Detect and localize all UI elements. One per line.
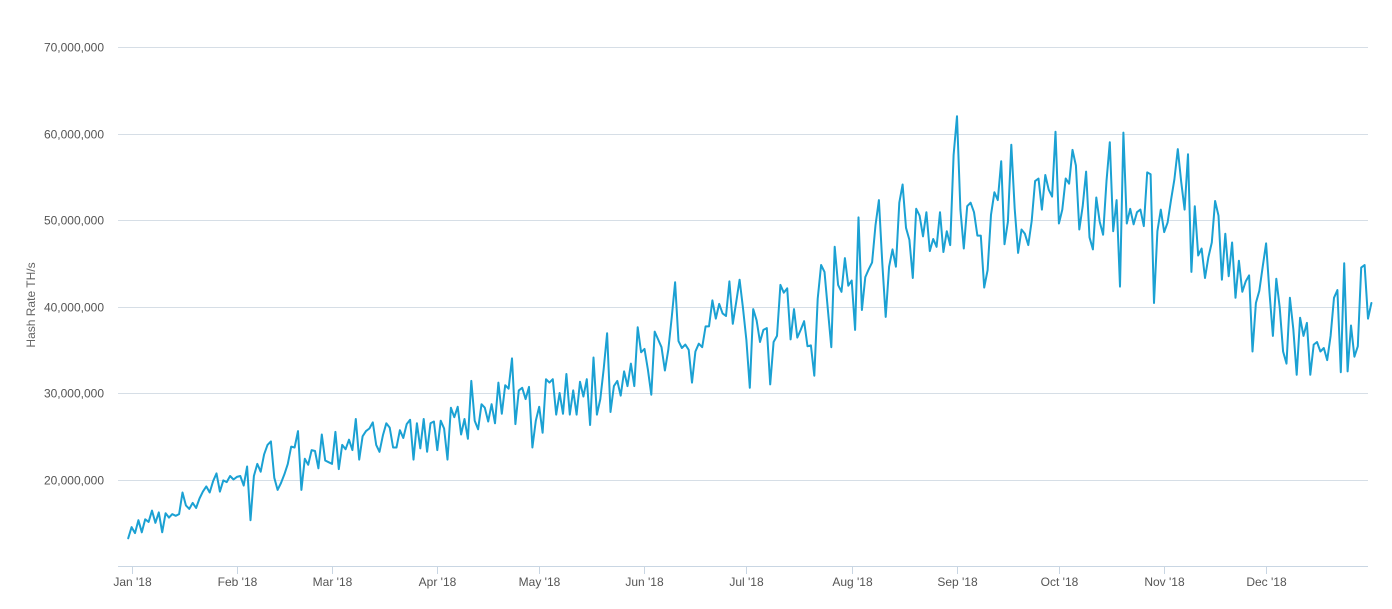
y-tick-label: 40,000,000	[44, 301, 104, 315]
x-tick-label: Jan '18	[113, 575, 152, 589]
grid-layer	[118, 47, 1368, 481]
y-tick-label: 30,000,000	[44, 387, 104, 401]
x-tick-label: Feb '18	[218, 575, 258, 589]
x-tick-label: Dec '18	[1246, 575, 1287, 589]
x-tick-label: Aug '18	[832, 575, 873, 589]
x-tick-label: Mar '18	[313, 575, 353, 589]
x-tick-label: May '18	[519, 575, 561, 589]
x-tick-label: Jun '18	[625, 575, 664, 589]
y-tick-label: 70,000,000	[44, 41, 104, 55]
x-tick-label: Sep '18	[937, 575, 978, 589]
x-tick-label: Jul '18	[729, 575, 764, 589]
x-tick-label: Oct '18	[1041, 575, 1079, 589]
x-tick-label: Apr '18	[419, 575, 457, 589]
axis-layer: 20,000,000 30,000,000 40,000,000 50,000,000…	[44, 41, 1368, 589]
hash-rate-series-line	[127, 115, 1373, 540]
x-tick-label: Nov '18	[1144, 575, 1185, 589]
y-axis-title: Hash Rate TH/s	[24, 262, 38, 347]
y-tick-label: 50,000,000	[44, 214, 104, 228]
y-tick-label: 20,000,000	[44, 474, 104, 488]
series-layer	[127, 115, 1373, 540]
y-tick-label: 60,000,000	[44, 128, 104, 142]
